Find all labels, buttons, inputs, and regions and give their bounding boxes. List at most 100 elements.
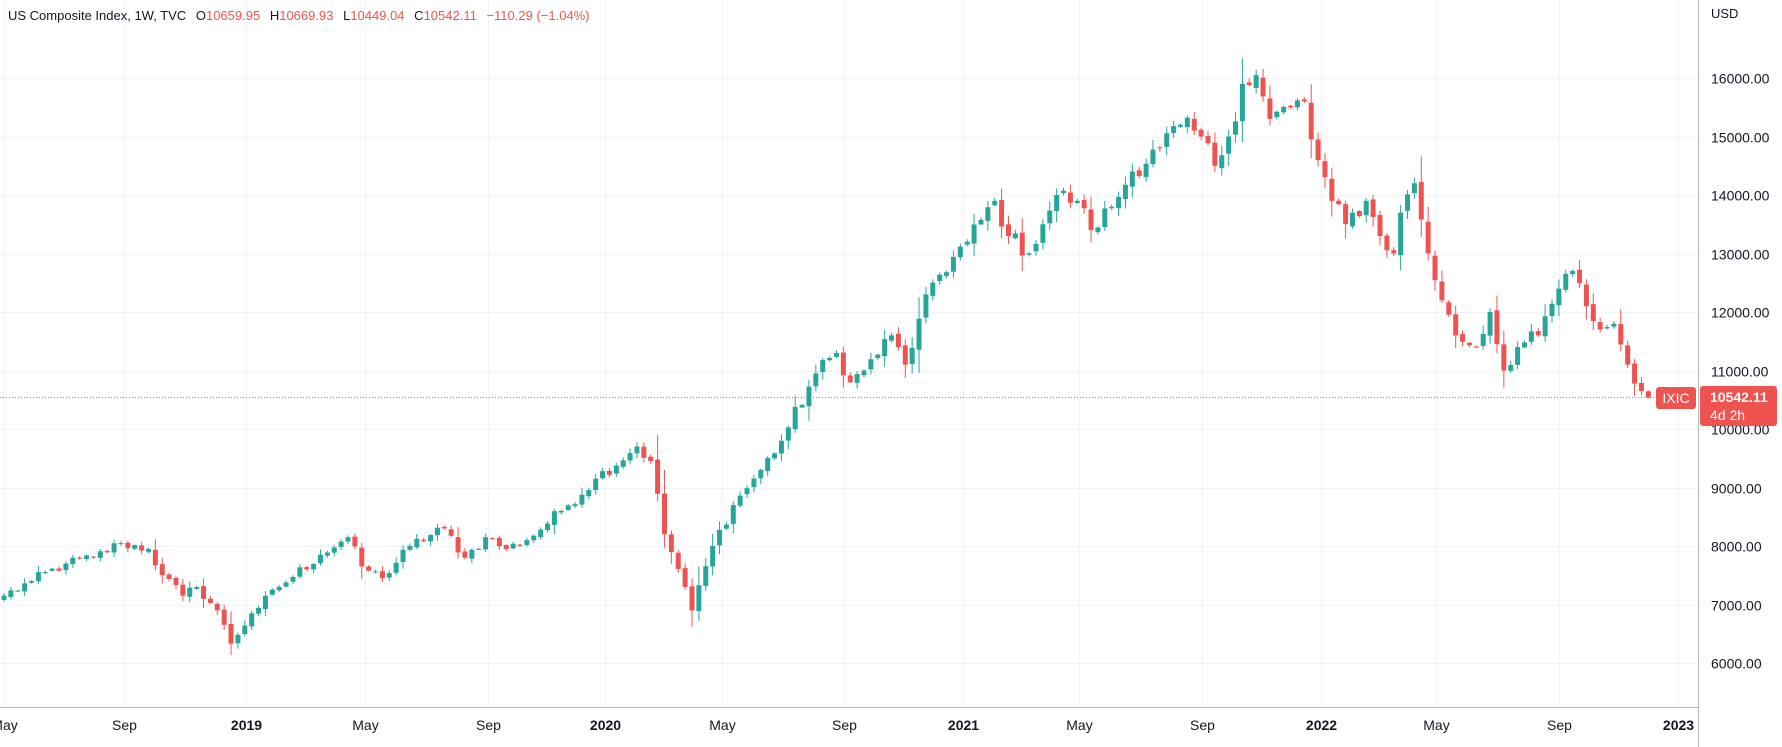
candle-body xyxy=(1054,195,1060,212)
candle-body xyxy=(538,529,544,538)
candle-body xyxy=(957,246,963,258)
candle-body xyxy=(125,542,131,549)
time-tick-label: Sep xyxy=(476,717,501,733)
candle xyxy=(1274,110,1280,120)
candle xyxy=(744,485,750,498)
candle-body xyxy=(476,548,482,550)
candle xyxy=(1363,198,1369,223)
candle xyxy=(352,533,358,550)
candle-body xyxy=(1,595,7,600)
candle xyxy=(985,201,991,231)
candle-body xyxy=(1336,200,1342,205)
candle xyxy=(22,578,28,597)
high-value: 10669.93 xyxy=(279,8,334,23)
candle xyxy=(1171,121,1177,138)
candle xyxy=(1219,145,1225,176)
candle xyxy=(207,595,213,604)
candle-body xyxy=(1638,382,1644,391)
candle xyxy=(1625,340,1631,368)
candle xyxy=(785,425,791,450)
candle-body xyxy=(221,609,227,625)
candle-body xyxy=(593,478,599,491)
candle xyxy=(483,533,489,552)
time-tick-label: 2021 xyxy=(948,717,979,733)
candle xyxy=(558,509,564,515)
candle xyxy=(1294,98,1300,111)
candle-body xyxy=(1343,204,1349,225)
candle-body xyxy=(187,587,193,597)
candle-body xyxy=(1370,199,1376,218)
candle xyxy=(1487,308,1493,344)
candle-body xyxy=(352,536,358,547)
candle-body xyxy=(579,494,585,505)
candle xyxy=(627,448,633,464)
candle xyxy=(290,575,296,585)
candle-body xyxy=(1377,215,1383,236)
candle xyxy=(1122,176,1128,209)
candle-body xyxy=(379,571,385,579)
candle-body xyxy=(56,568,62,571)
time-tick-label: May xyxy=(1423,717,1449,733)
candle xyxy=(799,403,805,409)
candle xyxy=(1515,341,1521,370)
candle-body xyxy=(703,566,709,586)
candle xyxy=(531,534,537,543)
candle-body xyxy=(29,581,35,583)
candle xyxy=(1384,233,1390,258)
candle-body xyxy=(469,549,475,559)
candle xyxy=(476,547,482,551)
candle-body xyxy=(1570,271,1576,275)
candle xyxy=(1604,324,1610,330)
candle xyxy=(916,297,922,374)
candle-body xyxy=(778,440,784,454)
candle xyxy=(1391,247,1397,257)
candle-body xyxy=(118,543,124,545)
candle xyxy=(600,467,606,480)
candle xyxy=(1301,96,1307,103)
candle-body xyxy=(1384,235,1390,251)
candle xyxy=(510,541,516,550)
candle-body xyxy=(1411,183,1417,194)
symbol-info[interactable]: US Composite Index, 1W, TVC xyxy=(8,8,187,23)
candle-body xyxy=(214,603,220,611)
candle xyxy=(1081,194,1087,215)
candle xyxy=(730,501,736,534)
candle xyxy=(1033,239,1039,256)
candle xyxy=(35,565,41,585)
candle-body xyxy=(847,375,853,383)
candle xyxy=(1,592,7,602)
candle-body xyxy=(937,274,943,282)
candle xyxy=(1177,123,1183,128)
candle-body xyxy=(1439,281,1445,301)
candle-body xyxy=(792,406,798,430)
candle-body xyxy=(1515,347,1521,365)
candle xyxy=(1418,156,1424,237)
candle-body xyxy=(545,523,551,531)
candle xyxy=(517,543,523,548)
candle-body xyxy=(648,456,654,462)
candle-body xyxy=(201,586,207,599)
candle xyxy=(262,591,268,617)
candle-body xyxy=(1349,212,1355,227)
candle xyxy=(1164,126,1170,156)
candle-body xyxy=(1233,121,1239,135)
candle-body xyxy=(159,564,165,576)
currency-label[interactable]: USD xyxy=(1711,6,1739,21)
candle-body xyxy=(785,427,791,441)
candle xyxy=(338,539,344,550)
low-value: 10449.04 xyxy=(350,8,405,23)
candle xyxy=(1198,127,1204,141)
candle xyxy=(710,534,716,576)
candle-body xyxy=(1425,221,1431,254)
candle-body xyxy=(1033,243,1039,252)
candle-body xyxy=(97,551,103,558)
candle xyxy=(840,346,846,388)
candle xyxy=(159,557,165,584)
candle xyxy=(1253,69,1259,94)
candle-body xyxy=(916,318,922,350)
candle-body xyxy=(1019,232,1025,256)
candle xyxy=(125,540,131,552)
candle xyxy=(42,570,48,575)
price-tick-label: 11000.00 xyxy=(1711,364,1769,380)
